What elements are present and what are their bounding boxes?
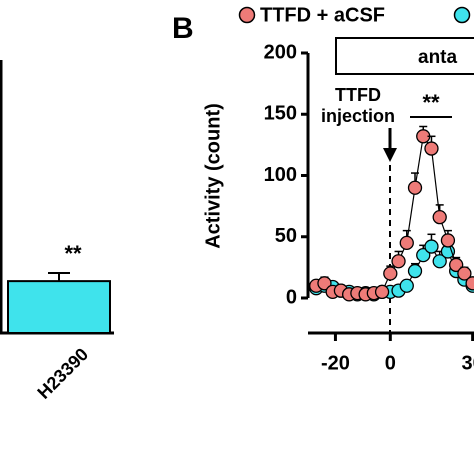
- significance-label: **: [422, 90, 440, 115]
- data-point: [432, 254, 447, 269]
- data-point: [465, 276, 474, 291]
- data-point: [317, 276, 332, 291]
- x-tick-label: 30: [462, 352, 474, 374]
- x-tick-label: H23390: [33, 344, 92, 403]
- data-point: [407, 263, 423, 279]
- bar: [7, 280, 111, 335]
- x-tick-label: 0: [385, 352, 396, 374]
- treatment-label: anta: [418, 47, 458, 68]
- y-axis-label: Activity (count): [202, 103, 224, 249]
- bar-annotation: **: [64, 241, 82, 266]
- legend-label: TTFD + aCSF: [260, 4, 385, 26]
- data-point: [432, 209, 447, 225]
- y-tick-label: 150: [264, 103, 297, 125]
- x-tick-label: -20: [321, 352, 350, 374]
- data-point: [416, 247, 431, 263]
- legend-marker: [453, 6, 471, 24]
- data-point: [457, 266, 472, 281]
- injection-label: injection: [321, 106, 395, 126]
- data-point: [383, 266, 398, 281]
- data-point: [424, 239, 439, 254]
- data-point: [399, 278, 414, 293]
- data-point: [374, 284, 390, 300]
- y-tick-label: 0: [286, 286, 297, 308]
- treatment-box: [335, 37, 474, 75]
- y-tick-label: 200: [264, 41, 297, 63]
- data-point: [407, 180, 423, 195]
- injection-arrow-head: [383, 148, 397, 162]
- data-point: [424, 141, 439, 156]
- data-point: [399, 235, 414, 251]
- data-point: [391, 254, 406, 269]
- legend-marker: [238, 6, 256, 24]
- data-point: [449, 257, 464, 273]
- y-tick-label: 50: [275, 225, 297, 247]
- injection-label: TTFD: [335, 85, 381, 105]
- data-point: [440, 233, 456, 248]
- y-tick-label: 100: [264, 164, 297, 186]
- panel-label: B: [172, 12, 194, 45]
